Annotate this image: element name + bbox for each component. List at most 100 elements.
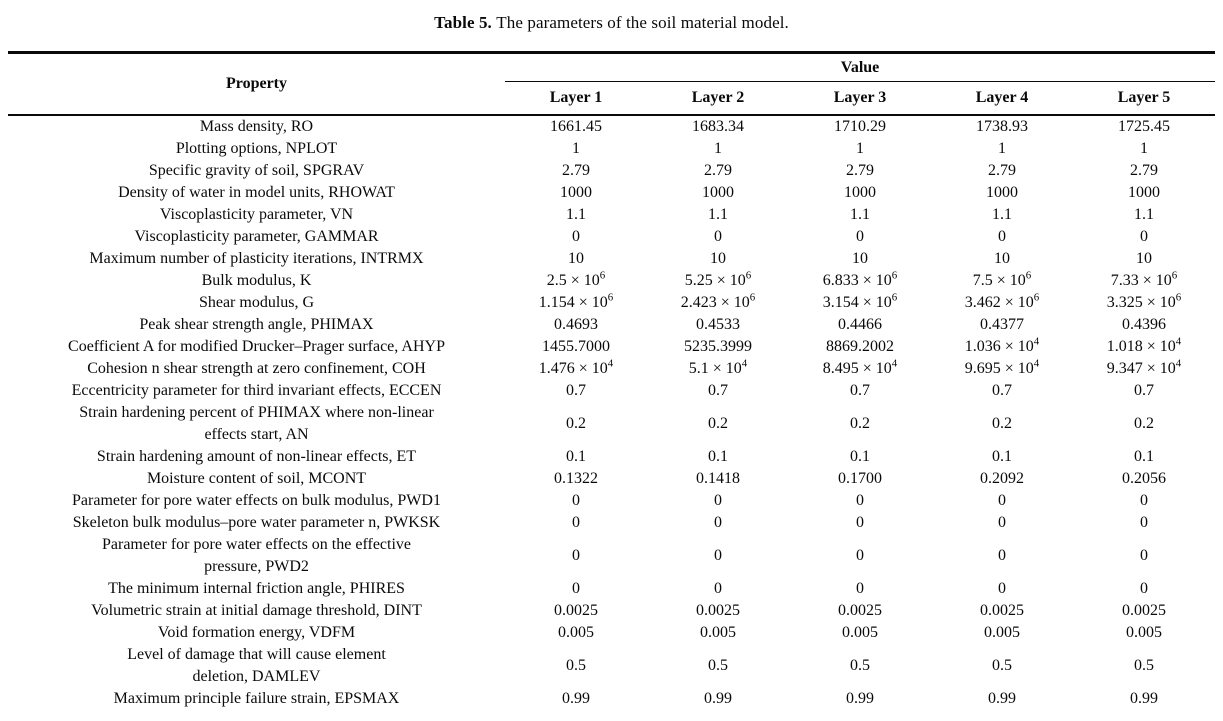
value-cell: 8869.2002 [826,337,894,355]
value-cell: 1000 [986,183,1018,201]
value-cell: 1738.93 [976,117,1028,135]
value-cell: 10 [568,249,584,267]
value-cell: 10 [1136,249,1152,267]
property-cell: Coefficient A for modified Drucker–Prage… [68,337,445,355]
value-cell: 0.005 [842,623,878,641]
value-cell: 1 [998,139,1006,157]
value-cell: 1000 [560,183,592,201]
property-cell: Parameter for pore water effects on bulk… [72,491,441,509]
value-cell: 10 [994,249,1010,267]
table-row: Maximum number of plasticity iterations,… [8,248,1215,270]
value-cell: 1000 [702,183,734,201]
value-cell: 0.0025 [838,601,882,619]
value-cell: 0.2 [708,414,728,432]
value-cell: 0.005 [700,623,736,641]
layer-5-header: Layer 5 [1073,81,1216,116]
value-cell: 0 [856,491,864,509]
property-cell: Strain hardening percent of PHIMAX where… [79,403,434,443]
value-cell: 0.5 [566,656,586,674]
value-cell: 0.1418 [696,469,740,487]
value-cell: 0.7 [850,381,870,399]
property-cell: Maximum principle failure strain, EPSMAX [113,689,400,707]
value-cell: 0 [1140,546,1148,564]
value-cell: 1455.7000 [542,337,610,355]
value-cell: 0.7 [1134,381,1154,399]
value-cell: 0 [714,579,722,597]
layer-2-header: Layer 2 [647,81,789,116]
property-cell: Viscoplasticity parameter, VN [159,205,354,223]
property-cell: Density of water in model units, RHOWAT [118,183,395,201]
value-cell: 1710.29 [834,117,886,135]
value-cell: 2.79 [1130,161,1158,179]
value-cell: 0.0025 [696,601,740,619]
value-cell: 0 [572,227,580,245]
value-cell: 0.2 [850,414,870,432]
value-cell: 1 [1140,139,1148,157]
value-cell: 0.1322 [554,469,598,487]
value-cell: 0.99 [846,689,874,707]
value-cell: 0.4533 [696,315,740,333]
table-row: Coefficient A for modified Drucker–Prage… [8,336,1215,358]
value-cell: 0.7 [708,381,728,399]
value-cell: 0 [998,513,1006,531]
table-row: Level of damage that will cause element … [8,644,1215,688]
value-cell: 0 [1140,513,1148,531]
value-cell: 1.1 [708,205,728,223]
value-cell: 0 [998,546,1006,564]
value-cell: 0 [998,579,1006,597]
value-group-header: Value [505,52,1216,82]
value-cell: 0.5 [992,656,1012,674]
value-cell: 1683.34 [692,117,744,135]
value-cell: 0.99 [704,689,732,707]
property-cell: The minimum internal friction angle, PHI… [108,579,405,597]
layer-1-header: Layer 1 [505,81,647,116]
value-cell: 0.005 [984,623,1020,641]
value-cell: 3.154 × 106 [822,291,898,311]
value-cell: 1.1 [992,205,1012,223]
value-cell: 2.79 [846,161,874,179]
table-row: Density of water in model units, RHOWAT … [8,182,1215,204]
value-cell: 1.036 × 104 [964,335,1040,355]
property-cell: Mass density, RO [199,117,314,135]
value-cell: 8.495 × 104 [822,357,898,377]
table-row: Viscoplasticity parameter, VN 1.1 1.1 1.… [8,204,1215,226]
value-cell: 0 [856,579,864,597]
value-cell: 0 [714,491,722,509]
table-row: Cohesion n shear strength at zero confin… [8,358,1215,380]
value-cell: 1.018 × 104 [1106,335,1182,355]
value-cell: 0.5 [1134,656,1154,674]
value-cell: 0 [714,546,722,564]
property-cell: Viscoplasticity parameter, GAMMAR [134,227,379,245]
value-cell: 0 [714,227,722,245]
value-cell: 0.0025 [1122,601,1166,619]
value-cell: 1000 [844,183,876,201]
value-cell: 0 [856,513,864,531]
table-row: Shear modulus, G 1.154 × 106 2.423 × 106… [8,292,1215,314]
value-cell: 0.2 [992,414,1012,432]
value-cell: 3.325 × 106 [1106,291,1182,311]
value-cell: 9.695 × 104 [964,357,1040,377]
value-cell: 0.5 [850,656,870,674]
value-cell: 0 [572,579,580,597]
value-cell: 0.5 [708,656,728,674]
value-cell: 2.79 [988,161,1016,179]
table-row: Plotting options, NPLOT 1 1 1 1 1 [8,138,1215,160]
value-cell: 2.79 [704,161,732,179]
table-row: Strain hardening percent of PHIMAX where… [8,402,1215,446]
property-column-header: Property [8,52,505,116]
table-row: Skeleton bulk modulus–pore water paramet… [8,512,1215,534]
caption-label: Table 5. [434,13,492,32]
property-cell: Parameter for pore water effects on the … [101,535,412,575]
property-cell: Void formation energy, VDFM [157,623,356,641]
value-cell: 0.99 [988,689,1016,707]
value-cell: 1 [714,139,722,157]
property-cell: Shear modulus, G [198,293,315,311]
property-cell: Maximum number of plasticity iterations,… [89,249,424,267]
property-cell: Eccentricity parameter for third invaria… [71,381,442,399]
value-cell: 0.1 [1134,447,1154,465]
value-cell: 0 [572,546,580,564]
layer-3-header: Layer 3 [789,81,931,116]
value-cell: 1661.45 [550,117,602,135]
value-cell: 0.2056 [1122,469,1166,487]
value-cell: 5.1 × 104 [688,357,748,377]
